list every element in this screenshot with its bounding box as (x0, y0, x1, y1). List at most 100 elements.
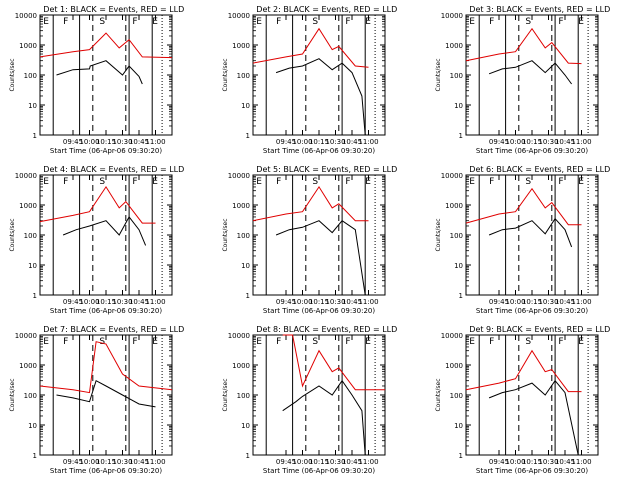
lld-series-line (252, 185, 369, 222)
events-series-line (488, 60, 573, 85)
chart-title: Det 3: BLACK = Events, RED = LLD (469, 5, 610, 14)
detector-panel: Det 6: BLACK = Events, RED = LLD 1 10 100 10… (435, 165, 610, 315)
events-series-line (275, 220, 366, 296)
x-tick-label: 11:00 (571, 458, 591, 466)
period-marker: F (63, 17, 68, 27)
y-tick-label: 100 (24, 232, 37, 240)
x-tick-label: 11:00 (571, 298, 591, 306)
period-marker: E (578, 17, 584, 27)
y-tick-label: 10 (28, 422, 37, 430)
events-series-line (56, 379, 156, 408)
chart-title: Det 6: BLACK = Events, RED = LLD (469, 165, 610, 174)
lld-series-line (252, 27, 369, 68)
period-marker: S (312, 17, 318, 27)
x-tick-label: 09:45 (63, 458, 83, 466)
period-marker: F (345, 337, 350, 347)
detector-panel: Det 9: BLACK = Events, RED = LLD 1 10 100 10… (435, 325, 610, 475)
y-tick-label: 100 (24, 392, 37, 400)
x-tick-label: 10:45 (555, 298, 575, 306)
y-tick-label: 100 (237, 232, 250, 240)
period-marker: F (558, 337, 563, 347)
period-marker: S (525, 177, 531, 187)
y-axis-label: Counts/sec (435, 218, 442, 251)
y-tick-label: 10000 (228, 332, 250, 340)
period-marker: F (345, 177, 350, 187)
y-tick-label: 10 (241, 102, 250, 110)
y-tick-label: 10 (454, 102, 463, 110)
y-tick-label: 1 (33, 132, 37, 140)
y-axis-label: Counts/sec (222, 218, 229, 251)
x-tick-label: 10:30 (325, 298, 345, 306)
x-tick-label: 11:00 (358, 458, 378, 466)
period-marker: S (525, 17, 531, 27)
period-marker: F (63, 177, 68, 187)
x-tick-label: 10:30 (325, 138, 345, 146)
events-series-line (275, 58, 366, 136)
y-tick-label: 10 (454, 422, 463, 430)
detector-panel: Det 1: BLACK = Events, RED = LLD 1 10 100 10… (9, 5, 184, 155)
period-marker: E (578, 337, 584, 347)
period-marker: F (558, 177, 563, 187)
x-tick-label: 10:45 (129, 298, 149, 306)
period-marker: E (152, 17, 158, 27)
x-tick-label: 10:15 (96, 138, 116, 146)
x-tick-label: 09:45 (489, 298, 509, 306)
x-tick-label: 10:15 (309, 458, 329, 466)
x-tick-label: 10:00 (79, 298, 99, 306)
lld-series-line (465, 349, 582, 393)
x-tick-label: 10:15 (309, 298, 329, 306)
chart-title: Det 2: BLACK = Events, RED = LLD (256, 5, 397, 14)
x-tick-label: 10:00 (292, 138, 312, 146)
events-series-line (488, 379, 579, 456)
y-tick-label: 1 (33, 292, 37, 300)
period-marker: E (365, 17, 371, 27)
period-marker: S (312, 177, 318, 187)
chart-title: Det 1: BLACK = Events, RED = LLD (43, 5, 184, 14)
x-axis-label: Start Time (06-Apr-06 09:30:20) (263, 147, 375, 155)
x-tick-label: 10:30 (112, 138, 132, 146)
detector-panel: Det 3: BLACK = Events, RED = LLD 1 10 100 10… (435, 5, 610, 155)
events-series-line (62, 215, 147, 246)
events-series-line (488, 217, 573, 248)
y-tick-label: 1 (246, 452, 250, 460)
period-marker: S (99, 337, 105, 347)
y-axis-label: Counts/sec (435, 378, 442, 411)
y-tick-label: 10000 (15, 172, 37, 180)
x-axis-label: Start Time (06-Apr-06 09:30:20) (476, 467, 588, 475)
period-marker: F (558, 17, 563, 27)
period-marker: F (276, 17, 281, 27)
period-marker: E (43, 337, 49, 347)
y-tick-label: 10 (241, 262, 250, 270)
y-tick-label: 100 (237, 392, 250, 400)
x-axis-label: Start Time (06-Apr-06 09:30:20) (50, 147, 162, 155)
detector-panel: Det 7: BLACK = Events, RED = LLD 1 10 100 10… (9, 325, 184, 475)
x-tick-label: 09:45 (489, 458, 509, 466)
y-tick-label: 10 (28, 102, 37, 110)
events-series-line (282, 379, 366, 456)
period-marker: E (365, 337, 371, 347)
x-tick-label: 11:00 (571, 138, 591, 146)
x-tick-label: 10:30 (538, 298, 558, 306)
period-marker: E (578, 177, 584, 187)
lld-series-line (465, 27, 582, 65)
x-tick-label: 11:00 (358, 138, 378, 146)
y-tick-label: 1000 (232, 362, 250, 370)
chart-title: Det 9: BLACK = Events, RED = LLD (469, 325, 610, 334)
y-axis-label: Counts/sec (222, 378, 229, 411)
y-tick-label: 10 (454, 262, 463, 270)
x-tick-label: 11:00 (358, 298, 378, 306)
period-marker: E (469, 177, 475, 187)
x-tick-label: 10:00 (292, 298, 312, 306)
detector-panel: Det 5: BLACK = Events, RED = LLD 1 10 100 10… (222, 165, 397, 315)
y-tick-label: 1000 (445, 42, 463, 50)
x-tick-label: 10:00 (79, 138, 99, 146)
y-tick-label: 10000 (441, 12, 463, 20)
x-tick-label: 10:45 (342, 458, 362, 466)
period-marker: E (43, 177, 49, 187)
y-tick-label: 1 (246, 292, 250, 300)
x-tick-label: 10:15 (522, 138, 542, 146)
y-tick-label: 1000 (445, 362, 463, 370)
chart-title: Det 7: BLACK = Events, RED = LLD (43, 325, 184, 334)
y-tick-label: 100 (450, 72, 463, 80)
